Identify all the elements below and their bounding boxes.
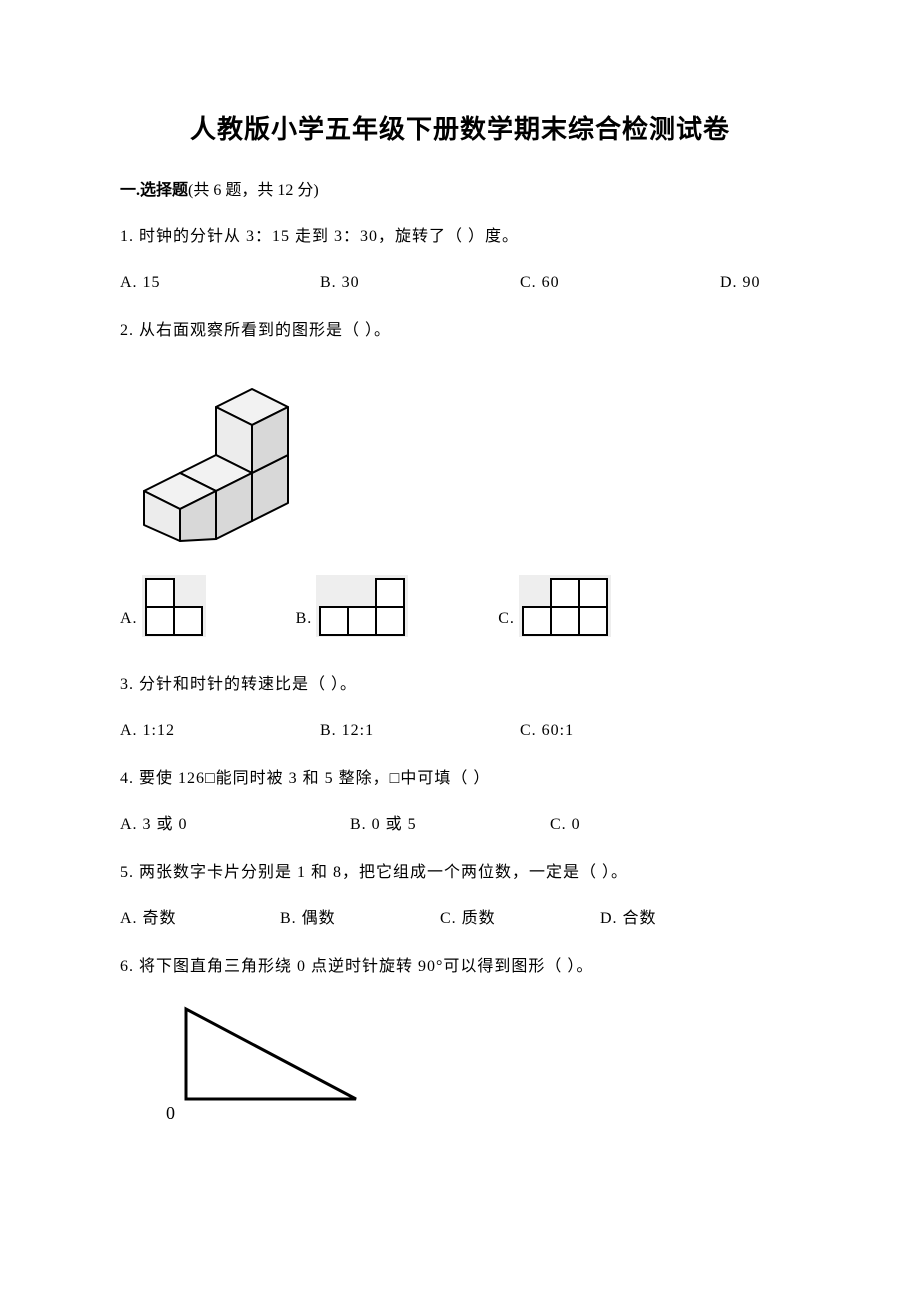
q5-opt-b: B. 偶数: [280, 907, 440, 931]
q5-opt-c: C. 质数: [440, 907, 600, 931]
section-prefix: 一.: [120, 182, 140, 199]
question-3: 3. 分针和时针的转速比是（ ）。: [120, 673, 800, 697]
cubes-3d-icon: [120, 365, 300, 545]
q4-opt-b: B. 0 或 5: [350, 813, 550, 837]
q3-opt-a: A. 1:12: [120, 719, 320, 743]
q2-opt-a-figure: [142, 575, 206, 637]
q5-opt-d: D. 合数: [600, 907, 720, 931]
section-header: 一.选择题(共 6 题，共 12 分): [120, 179, 800, 203]
q2-options: A. B. C.: [120, 575, 800, 637]
q4-options: A. 3 或 0 B. 0 或 5 C. 0: [120, 813, 800, 837]
q4-opt-c: C. 0: [550, 813, 670, 837]
q2-opt-a-label: A.: [120, 607, 138, 637]
section-name: 选择题: [140, 182, 188, 199]
q1-opt-c: C. 60: [520, 271, 720, 295]
q2-opt-b-label: B.: [296, 607, 313, 637]
question-1: 1. 时钟的分针从 3：15 走到 3：30，旋转了（ ）度。: [120, 225, 800, 249]
q5-opt-a: A. 奇数: [120, 907, 280, 931]
q2-opt-b: B.: [296, 575, 409, 637]
q3-opt-b: B. 12:1: [320, 719, 520, 743]
section-meta: (共 6 题，共 12 分): [188, 182, 319, 199]
question-4: 4. 要使 126□能同时被 3 和 5 整除，□中可填（ ）: [120, 767, 800, 791]
q2-opt-b-figure: [316, 575, 408, 637]
q2-opt-c-label: C.: [498, 607, 515, 637]
q1-opt-d: D. 90: [720, 271, 840, 295]
q2-opt-c-figure: [519, 575, 611, 637]
triangle-origin-label: 0: [166, 1103, 175, 1123]
q3-opt-c: C. 60:1: [520, 719, 720, 743]
triangle-icon: 0: [160, 1001, 370, 1131]
q2-opt-c: C.: [498, 575, 611, 637]
page-title: 人教版小学五年级下册数学期末综合检测试卷: [120, 110, 800, 149]
q4-opt-a: A. 3 或 0: [120, 813, 350, 837]
q1-opt-b: B. 30: [320, 271, 520, 295]
q6-triangle-figure: 0: [160, 1001, 800, 1139]
q5-options: A. 奇数 B. 偶数 C. 质数 D. 合数: [120, 907, 800, 931]
q1-opt-a: A. 15: [120, 271, 320, 295]
question-6: 6. 将下图直角三角形绕 0 点逆时针旋转 90°可以得到图形（ ）。: [120, 955, 800, 979]
question-2: 2. 从右面观察所看到的图形是（ ）。: [120, 319, 800, 343]
question-5: 5. 两张数字卡片分别是 1 和 8，把它组成一个两位数，一定是（ ）。: [120, 861, 800, 885]
q2-3d-figure: [120, 365, 800, 545]
q1-options: A. 15 B. 30 C. 60 D. 90: [120, 271, 800, 295]
q2-opt-a: A.: [120, 575, 206, 637]
q3-options: A. 1:12 B. 12:1 C. 60:1: [120, 719, 800, 743]
